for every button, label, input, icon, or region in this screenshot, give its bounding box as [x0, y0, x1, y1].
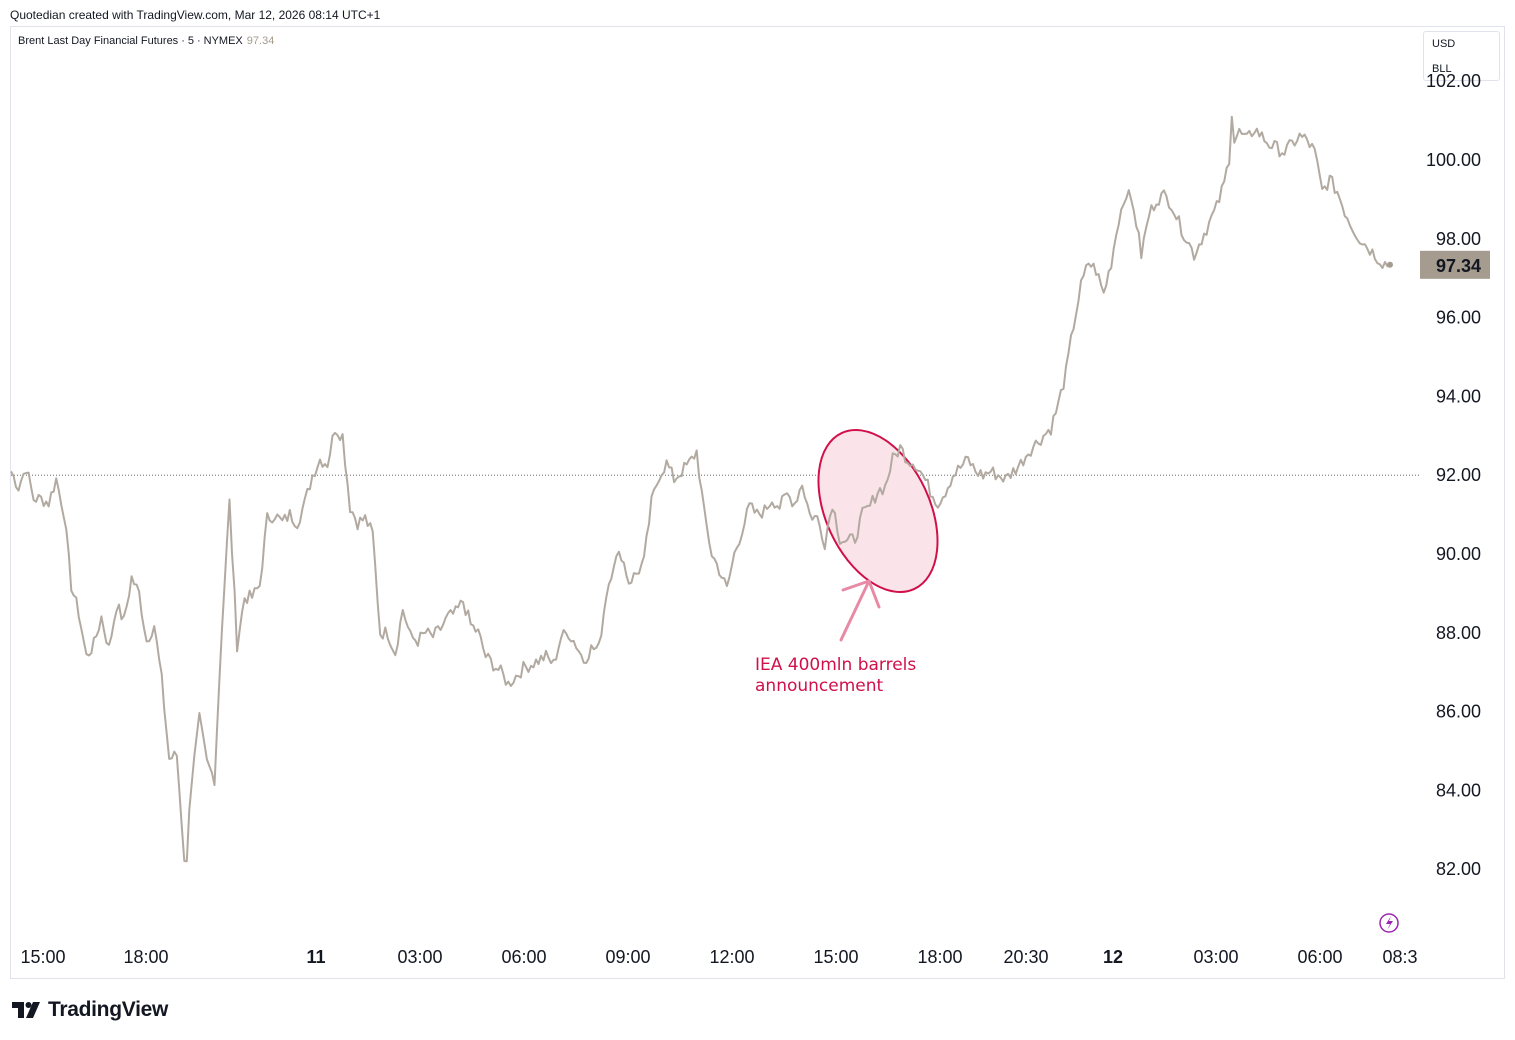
y-tick-label: 92.00	[1436, 465, 1481, 485]
replay-icon[interactable]	[1379, 913, 1399, 933]
x-tick-label: 03:00	[397, 947, 442, 967]
last-price-label: 97.34	[1420, 250, 1490, 279]
last-price-dot	[1387, 261, 1393, 268]
y-tick-label: 90.00	[1436, 544, 1481, 564]
annotation-text-line1: IEA 400mln barrels	[755, 655, 916, 675]
y-tick-label: 102.00	[1426, 71, 1481, 91]
x-tick-label: 03:00	[1193, 947, 1238, 967]
currency-label[interactable]: USD	[1432, 38, 1456, 50]
y-tick-label: 94.00	[1436, 386, 1481, 406]
chart-caption: Quotedian created with TradingView.com, …	[10, 8, 381, 22]
legend-symbol: Brent Last Day Financial Futures	[18, 35, 179, 47]
tradingview-logo-icon	[12, 1002, 40, 1018]
y-tick-label: 86.00	[1436, 702, 1481, 722]
last-price-badge	[1420, 250, 1490, 279]
x-tick-label: 12:00	[709, 947, 754, 967]
brand[interactable]: TradingView	[12, 998, 168, 1022]
x-tick-label: 12	[1103, 947, 1123, 967]
x-tick-label: 08:3	[1382, 947, 1417, 967]
y-tick-label: 88.00	[1436, 623, 1481, 643]
x-tick-label: 06:00	[501, 947, 546, 967]
x-axis: 15:00 18:00 11 03:00 06:00 09:00 12:00 15:00 18:…	[20, 947, 1417, 967]
x-tick-label: 15:00	[20, 947, 65, 967]
y-tick-label: 84.00	[1436, 780, 1481, 800]
annotation-arrow	[839, 579, 881, 642]
y-tick-label: 100.00	[1426, 150, 1481, 170]
annotation-group	[817, 429, 939, 642]
chart-frame	[10, 26, 1505, 979]
x-tick-label: 18:00	[123, 947, 168, 967]
legend-exchange: NYMEX	[203, 35, 243, 47]
annotation-text-line2: announcement	[755, 676, 884, 696]
price-series-line	[10, 115, 1391, 863]
legend-interval: 5	[187, 35, 194, 47]
unit-label[interactable]: BLL	[1432, 63, 1452, 75]
y-axis: 82.00 84.00 86.00 88.00 90.00 92.00 94.00 96.00…	[1426, 71, 1481, 879]
legend-last-price: 97.34	[246, 35, 275, 47]
x-tick-label: 06:00	[1297, 947, 1342, 967]
currency-unit-selector[interactable]: USD BLL	[1423, 31, 1500, 81]
x-tick-label: 09:00	[605, 947, 650, 967]
x-tick-label: 18:00	[917, 947, 962, 967]
last-price-text: 97.34	[1436, 256, 1481, 276]
x-tick-label: 15:00	[813, 947, 858, 967]
x-tick-label: 11	[306, 947, 325, 967]
y-tick-label: 96.00	[1436, 308, 1481, 328]
y-tick-label: 98.00	[1436, 229, 1481, 249]
annotation-ellipse	[817, 429, 939, 593]
symbol-legend[interactable]: Brent Last Day Financial Futures · 5 · NYMEX…	[18, 35, 275, 47]
x-tick-label: 20:30	[1003, 947, 1048, 967]
y-tick-label: 82.00	[1436, 859, 1481, 879]
brand-name: TradingView	[48, 998, 169, 1021]
